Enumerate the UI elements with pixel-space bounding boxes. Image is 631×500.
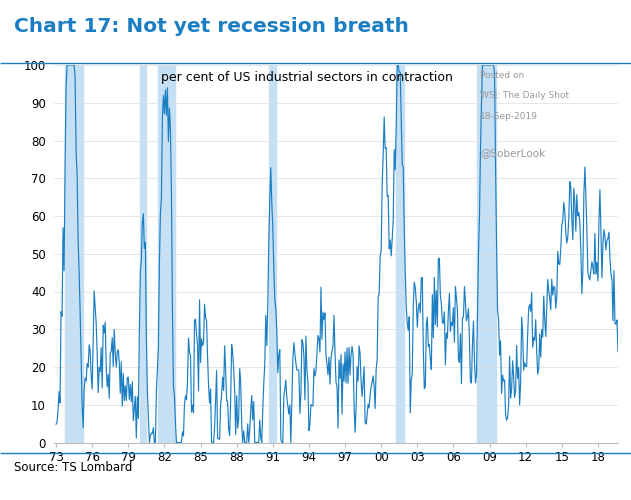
Bar — [396, 65, 404, 442]
Text: per cent of US industrial sectors in contraction: per cent of US industrial sectors in con… — [161, 70, 453, 84]
Bar — [269, 65, 276, 442]
Text: 18-Sep-2019: 18-Sep-2019 — [480, 112, 538, 121]
Bar — [140, 65, 146, 442]
Text: Chart 17: Not yet recession breath: Chart 17: Not yet recession breath — [14, 18, 409, 36]
Text: WSJ: The Daily Shot: WSJ: The Daily Shot — [480, 92, 569, 100]
Bar — [158, 65, 175, 442]
Text: @SoberLook: @SoberLook — [480, 148, 545, 158]
Bar — [476, 65, 495, 442]
Bar — [65, 65, 83, 442]
Text: Source: TS Lombard: Source: TS Lombard — [14, 461, 133, 474]
Text: Posted on: Posted on — [480, 70, 524, 80]
